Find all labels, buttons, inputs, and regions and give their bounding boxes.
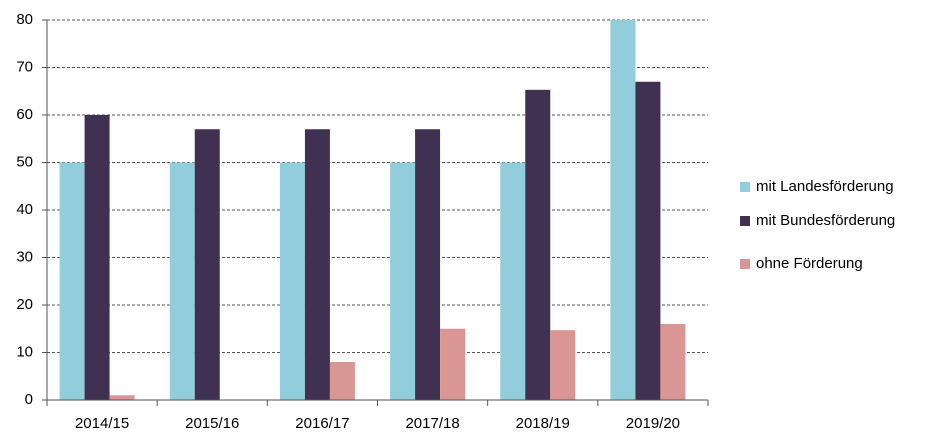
- bar: [500, 162, 526, 400]
- legend-swatch: [740, 216, 750, 226]
- y-tick-label: 30: [16, 248, 33, 265]
- y-tick-label: 80: [16, 11, 33, 28]
- x-tick-label: 2015/16: [185, 415, 239, 432]
- bar: [304, 129, 330, 400]
- x-tick-label: 2017/18: [405, 415, 459, 432]
- bar: [635, 81, 661, 400]
- bar: [660, 324, 686, 400]
- bar: [525, 89, 551, 400]
- bar: [329, 362, 355, 400]
- bar: [279, 162, 305, 400]
- bar: [415, 129, 441, 400]
- y-tick-label: 40: [16, 201, 33, 218]
- x-tick-label: 2019/20: [626, 415, 680, 432]
- bar: [550, 330, 576, 400]
- bar: [610, 20, 636, 400]
- x-tick-label: 2014/15: [75, 415, 129, 432]
- y-tick-label: 60: [16, 106, 33, 123]
- y-tick-label: 0: [25, 391, 33, 408]
- legend-label: mit Landesförderung: [756, 178, 894, 195]
- bar: [390, 162, 416, 400]
- legend-swatch: [740, 259, 750, 269]
- bar: [109, 395, 135, 400]
- bar: [59, 162, 85, 400]
- y-tick-label: 10: [16, 343, 33, 360]
- y-tick-label: 20: [16, 296, 33, 313]
- bar: [440, 328, 466, 400]
- y-tick-label: 50: [16, 153, 33, 170]
- legend-label: mit Bundesförderung: [756, 212, 895, 229]
- x-tick-label: 2016/17: [295, 415, 349, 432]
- bar: [194, 129, 220, 400]
- bar: [84, 115, 110, 400]
- bar: [169, 162, 195, 400]
- legend-label: ohne Förderung: [756, 255, 863, 272]
- y-tick-label: 70: [16, 58, 33, 75]
- legend-swatch: [740, 182, 750, 192]
- x-tick-label: 2018/19: [516, 415, 570, 432]
